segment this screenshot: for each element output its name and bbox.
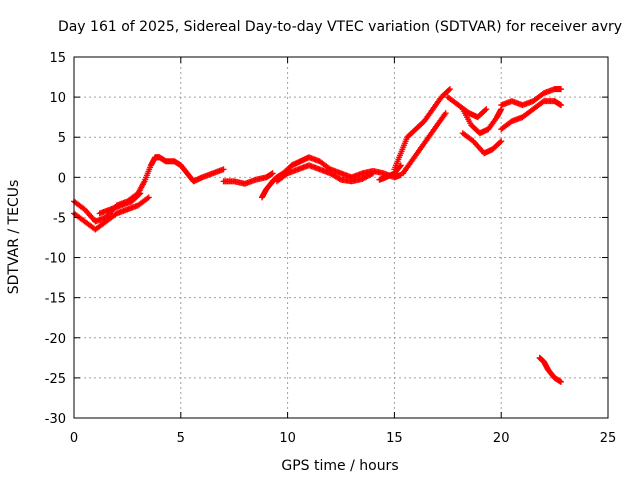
y-tick-label: 0 — [58, 171, 66, 186]
data-point — [482, 107, 489, 114]
y-tick-label: -15 — [45, 292, 66, 307]
series-track-1 — [71, 154, 184, 225]
x-tick-label: 25 — [600, 431, 617, 446]
data-point — [483, 106, 490, 113]
series-track-10 — [391, 86, 453, 173]
data-point — [445, 87, 452, 94]
series-track-11 — [399, 110, 449, 177]
y-tick-label: -5 — [53, 211, 66, 226]
data-point — [269, 170, 276, 177]
axis-ticks: 0 5 10 15 20 25 -30 -25 -20 -15 -10 -5 0 5 10 15 — [45, 51, 617, 446]
series-track-4 — [177, 162, 227, 185]
grid-lines — [74, 57, 608, 418]
data-point — [539, 99, 546, 106]
y-tick-label: -10 — [45, 252, 66, 267]
data-point — [558, 86, 565, 93]
data-points — [71, 86, 565, 385]
y-axis-label: SDTVAR / TECUs — [6, 180, 22, 295]
series-track-14 — [459, 130, 505, 157]
data-point — [446, 86, 453, 93]
data-point — [336, 175, 343, 182]
x-tick-label: 5 — [177, 431, 185, 446]
y-tick-label: -20 — [45, 332, 66, 347]
data-point — [558, 102, 565, 109]
x-tick-label: 0 — [70, 431, 78, 446]
x-tick-label: 10 — [279, 431, 296, 446]
y-tick-label: 5 — [58, 131, 66, 146]
series-track-8 — [348, 167, 404, 181]
data-point — [220, 166, 227, 173]
data-point — [136, 191, 143, 198]
x-axis-label: GPS time / hours — [281, 458, 398, 474]
series-track-16 — [498, 98, 565, 133]
data-point — [145, 194, 152, 201]
data-point — [144, 195, 151, 202]
series-track-5 — [220, 170, 276, 187]
chart-title: Day 161 of 2025, Sidereal Day-to-day VTE… — [58, 19, 622, 35]
data-point — [498, 138, 505, 145]
y-tick-label: 10 — [49, 91, 66, 106]
plot-frame — [73, 56, 609, 419]
x-tick-label: 15 — [386, 431, 403, 446]
data-point — [397, 163, 404, 170]
y-tick-label: -25 — [45, 372, 66, 387]
y-tick-label: -30 — [45, 412, 66, 427]
data-point — [137, 190, 144, 197]
data-point — [497, 139, 504, 146]
series-track-3 — [96, 190, 144, 217]
data-point — [558, 378, 565, 385]
data-point — [442, 110, 449, 117]
series-track-17 — [536, 354, 565, 385]
y-tick-label: 15 — [49, 51, 66, 66]
x-tick-label: 20 — [493, 431, 510, 446]
series-track-15 — [498, 86, 565, 109]
